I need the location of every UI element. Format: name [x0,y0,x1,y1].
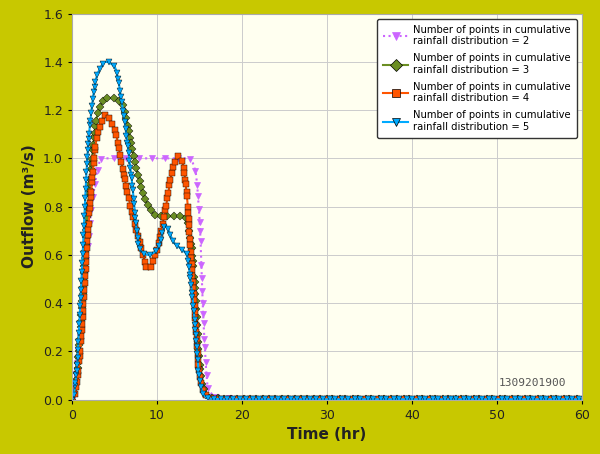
X-axis label: Time (hr): Time (hr) [287,427,367,442]
Text: 1309201900: 1309201900 [499,378,567,388]
Legend: Number of points in cumulative
rainfall distribution = 2, Number of points in cu: Number of points in cumulative rainfall … [377,19,577,138]
Y-axis label: Outflow (m³/s): Outflow (m³/s) [22,145,37,268]
